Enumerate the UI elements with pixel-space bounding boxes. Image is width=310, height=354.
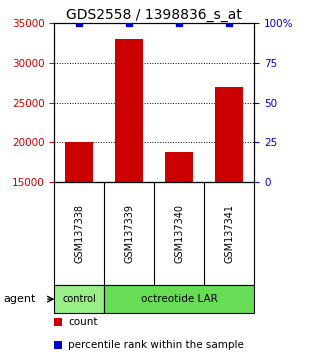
Bar (116, 39, 143, 182)
Text: GSM137341: GSM137341 (224, 204, 234, 263)
Text: percentile rank within the sample: percentile rank within the sample (68, 340, 244, 350)
Bar (65, 142, 93, 182)
Bar (54, 285, 104, 313)
Text: octreotide LAR: octreotide LAR (141, 294, 218, 304)
Bar (166, 152, 193, 182)
Text: GSM137339: GSM137339 (124, 204, 134, 263)
Text: count: count (68, 317, 98, 327)
Title: GDS2558 / 1398836_s_at: GDS2558 / 1398836_s_at (66, 8, 242, 22)
Text: control: control (62, 294, 96, 304)
Bar (104, 285, 254, 313)
Text: agent: agent (3, 294, 35, 304)
Text: GSM137338: GSM137338 (74, 204, 84, 263)
Bar (215, 87, 243, 182)
Text: GSM137340: GSM137340 (174, 204, 184, 263)
